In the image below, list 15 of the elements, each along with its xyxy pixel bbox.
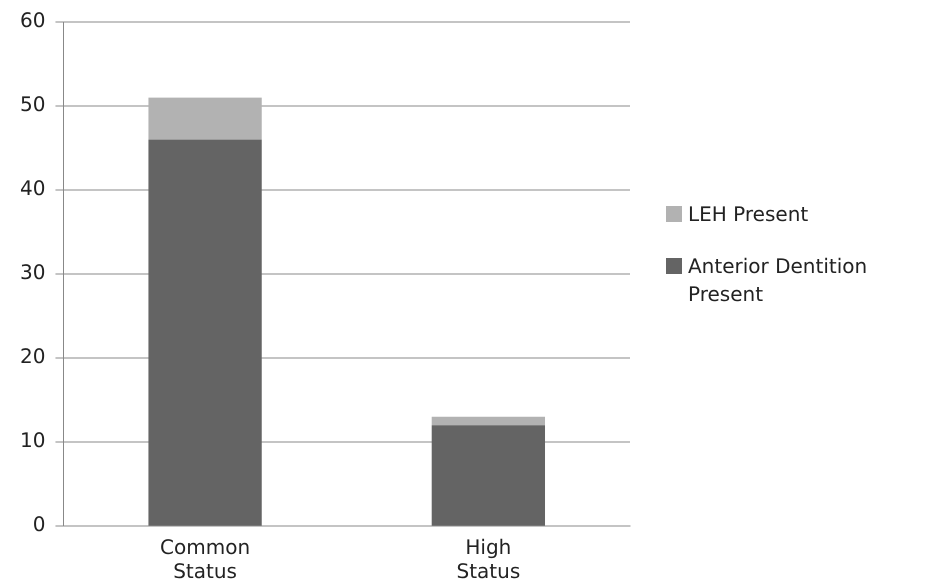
y-tick-label: 20 — [20, 344, 46, 368]
bar — [148, 98, 262, 140]
y-tick-label: 10 — [20, 428, 46, 452]
y-tick-label: 0 — [32, 512, 46, 536]
y-tick-label: 50 — [20, 92, 46, 116]
x-tick-label: Common Status — [160, 535, 250, 584]
legend-label: LEH Present — [688, 201, 808, 228]
y-tick-label: 30 — [20, 260, 46, 284]
y-tick-label: 40 — [20, 176, 46, 200]
bar — [432, 425, 546, 526]
bar — [432, 416, 546, 426]
y-tick-label: 60 — [20, 8, 46, 32]
legend-label: Anterior Dentition Present — [688, 253, 868, 308]
x-tick-label: High Status — [456, 535, 520, 584]
bar — [148, 140, 262, 526]
